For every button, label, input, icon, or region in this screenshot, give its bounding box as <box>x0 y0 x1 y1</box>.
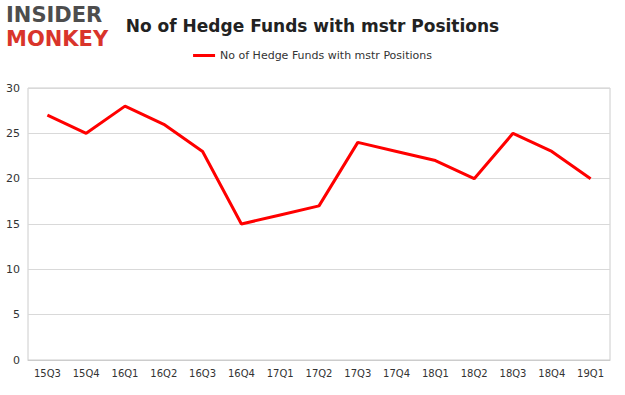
svg-text:17Q1: 17Q1 <box>267 368 294 379</box>
svg-text:15Q3: 15Q3 <box>34 368 61 379</box>
svg-text:18Q1: 18Q1 <box>422 368 449 379</box>
svg-text:20: 20 <box>6 172 20 185</box>
svg-text:16Q2: 16Q2 <box>150 368 177 379</box>
svg-text:16Q3: 16Q3 <box>189 368 216 379</box>
svg-text:15: 15 <box>6 218 20 231</box>
svg-text:0: 0 <box>13 354 20 367</box>
svg-text:16Q4: 16Q4 <box>228 368 255 379</box>
svg-text:30: 30 <box>6 82 20 95</box>
svg-text:17Q4: 17Q4 <box>383 368 410 379</box>
svg-text:5: 5 <box>13 308 20 321</box>
svg-text:18Q2: 18Q2 <box>461 368 488 379</box>
svg-text:18Q4: 18Q4 <box>538 368 565 379</box>
svg-text:19Q1: 19Q1 <box>577 368 604 379</box>
svg-text:MONKEY: MONKEY <box>6 27 109 51</box>
svg-text:25: 25 <box>6 127 20 140</box>
svg-text:17Q3: 17Q3 <box>344 368 371 379</box>
svg-text:No of Hedge Funds with mstr Po: No of Hedge Funds with mstr Positions <box>126 16 499 36</box>
svg-text:No of Hedge Funds with mstr Po: No of Hedge Funds with mstr Positions <box>220 49 432 62</box>
svg-text:INSIDER: INSIDER <box>6 3 102 27</box>
svg-text:16Q1: 16Q1 <box>112 368 139 379</box>
svg-text:10: 10 <box>6 263 20 276</box>
svg-text:15Q4: 15Q4 <box>73 368 100 379</box>
svg-text:18Q3: 18Q3 <box>500 368 527 379</box>
svg-text:17Q2: 17Q2 <box>306 368 333 379</box>
